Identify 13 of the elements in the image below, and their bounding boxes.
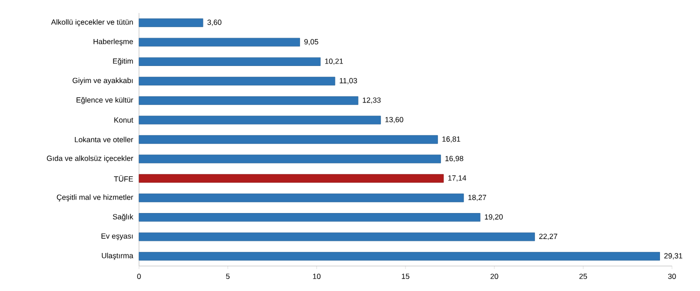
bar xyxy=(138,57,321,66)
bar xyxy=(138,174,444,183)
bar xyxy=(138,38,300,46)
bar xyxy=(138,96,358,105)
bar xyxy=(138,76,336,86)
bar xyxy=(138,18,204,28)
bar xyxy=(138,232,535,242)
bar xyxy=(138,116,381,124)
bar xyxy=(138,135,438,144)
bar xyxy=(138,194,464,202)
bar xyxy=(138,252,660,261)
bar xyxy=(138,154,441,164)
bar xyxy=(138,213,480,222)
